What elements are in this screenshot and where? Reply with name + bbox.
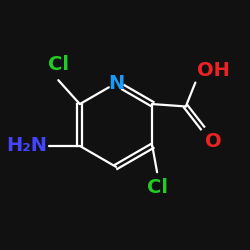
Text: OH: OH xyxy=(196,61,230,80)
Text: Cl: Cl xyxy=(146,178,168,197)
Text: H₂N: H₂N xyxy=(6,136,48,156)
Text: N: N xyxy=(108,74,124,93)
Text: O: O xyxy=(205,132,222,150)
Text: Cl: Cl xyxy=(48,55,69,74)
